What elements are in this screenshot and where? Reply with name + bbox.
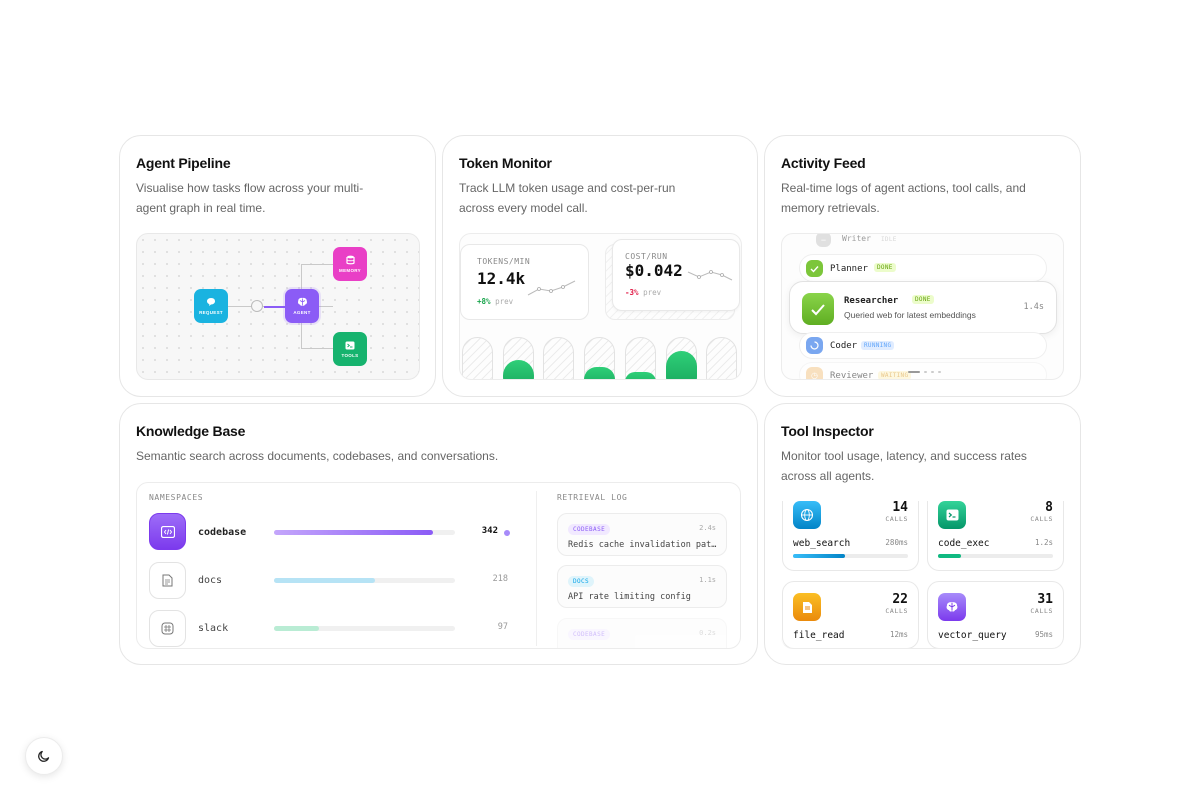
namespace-usage-bar <box>274 530 434 535</box>
token-monitor-card: Token Monitor Track LLM token usage and … <box>442 135 758 397</box>
namespace-usage-bar <box>274 626 320 631</box>
card-title: Agent Pipeline <box>136 155 231 171</box>
token-bar <box>624 337 656 379</box>
token-bars <box>460 234 741 379</box>
token-bar <box>706 337 738 379</box>
tool-success-bar <box>793 554 845 558</box>
minus-icon: − <box>816 234 831 247</box>
connector <box>264 306 286 308</box>
retrieval-log-label: RETRIEVAL LOG <box>557 493 628 502</box>
token-bar <box>665 337 697 379</box>
divider <box>536 491 537 646</box>
tool-success-bar <box>938 554 961 558</box>
tools-viewport: 14 CALLS web_search 280ms 8 CALLS code_exe… <box>781 501 1064 649</box>
retrieval-log-item[interactable]: DOCS 1.1s API rate limiting config <box>557 565 727 608</box>
card-description: Monitor tool usage, latency, and success… <box>781 449 1027 483</box>
active-dot <box>504 530 510 536</box>
clock-icon: ◷ <box>806 367 823 379</box>
connector <box>301 264 333 265</box>
moon-icon <box>38 750 50 762</box>
token-bar <box>584 337 616 379</box>
database-icon <box>345 255 355 265</box>
check-icon <box>806 260 823 277</box>
request-node[interactable]: REQUEST <box>194 289 228 323</box>
knowledge-panel: NAMESPACES RETRIEVAL LOG codebase 342 do… <box>136 482 741 649</box>
connector <box>318 306 333 307</box>
pipeline-canvas[interactable]: REQUEST AGENT MEMORY TOOLS <box>136 233 420 380</box>
card-title: Tool Inspector <box>781 423 874 439</box>
token-panel: TOKENS/MIN 12.4k +8% prev COST/RUN $0.04… <box>459 233 742 380</box>
pager-dots[interactable] <box>908 371 941 373</box>
activity-row-coder[interactable]: Coder RUNNING <box>799 332 1047 359</box>
agent-pipeline-card: Agent Pipeline Visualise how tasks flow … <box>119 135 436 397</box>
brain-icon <box>938 593 966 621</box>
agent-node[interactable]: AGENT <box>285 289 319 323</box>
token-bar-fill <box>624 372 656 379</box>
token-bar-fill <box>584 367 616 379</box>
spinner-icon <box>806 337 823 354</box>
namespace-row-slack[interactable]: slack 97 <box>137 609 532 648</box>
card-title: Activity Feed <box>781 155 866 171</box>
memory-node[interactable]: MEMORY <box>333 247 367 281</box>
tool-card-vector-query[interactable]: 31 CALLS vector_query 95ms <box>927 581 1064 648</box>
card-description: Visualise how tasks flow across your mul… <box>136 181 364 215</box>
check-icon <box>802 293 834 325</box>
theme-toggle-button[interactable] <box>25 737 63 775</box>
terminal-icon <box>345 341 355 349</box>
tool-card-file-read[interactable]: 22 CALLS file_read 12ms <box>782 581 919 648</box>
activity-feed-card: Activity Feed Real-time logs of agent ac… <box>764 135 1081 397</box>
connector-joint-icon <box>251 300 263 312</box>
namespace-usage-bar <box>274 578 376 583</box>
retrieval-log-item[interactable]: CODEBASE 0.2s <box>557 618 727 648</box>
knowledge-base-card: Knowledge Base Semantic search across do… <box>119 403 758 665</box>
tools-node[interactable]: TOOLS <box>333 332 367 366</box>
card-description: Semantic search across documents, codeba… <box>136 449 499 463</box>
card-description: Track LLM token usage and cost-per-run a… <box>459 181 676 215</box>
tool-card-web-search[interactable]: 14 CALLS web_search 280ms <box>782 501 919 571</box>
tokens-per-min-stat[interactable]: TOKENS/MIN 12.4k +8% prev <box>460 244 589 320</box>
token-bar <box>462 337 493 379</box>
document-icon <box>149 562 186 599</box>
activity-row-planner[interactable]: Planner DONE <box>799 254 1047 282</box>
token-bar-fill <box>502 360 534 379</box>
activity-row-writer[interactable]: − Writer IDLE <box>810 234 1010 248</box>
terminal-icon <box>938 501 966 529</box>
tool-card-code-exec[interactable]: 8 CALLS code_exec 1.2s <box>927 501 1064 571</box>
retrieval-log-item[interactable]: CODEBASE 2.4s Redis cache invalidation p… <box>557 513 727 556</box>
globe-icon <box>793 501 821 529</box>
hash-icon <box>149 610 186 647</box>
card-title: Knowledge Base <box>136 423 246 439</box>
token-bar <box>502 337 534 379</box>
brain-icon <box>297 297 307 306</box>
token-bar <box>543 337 575 379</box>
card-title: Token Monitor <box>459 155 552 171</box>
activity-row-researcher[interactable]: Researcher DONE Queried web for latest e… <box>789 281 1057 334</box>
connector <box>301 348 333 349</box>
chat-bubble-icon <box>207 298 215 306</box>
namespace-row-docs[interactable]: docs 218 <box>137 561 532 601</box>
cost-per-run-stat[interactable]: COST/RUN $0.042 -3% prev <box>612 239 740 311</box>
token-bar-fill <box>665 351 697 379</box>
namespaces-label: NAMESPACES <box>149 493 204 502</box>
namespace-row-codebase[interactable]: codebase 342 <box>137 511 532 551</box>
code-icon <box>149 513 186 550</box>
cost-sparkline <box>687 270 733 281</box>
activity-panel: − Writer IDLE Planner DONE Researcher DO… <box>781 233 1064 380</box>
activity-row-reviewer[interactable]: ◷ Reviewer WAITING <box>799 362 1047 379</box>
card-description: Real-time logs of agent actions, tool ca… <box>781 181 1026 215</box>
document-icon <box>793 593 821 621</box>
tokens-sparkline <box>527 280 576 296</box>
tool-inspector-card: Tool Inspector Monitor tool usage, laten… <box>764 403 1081 665</box>
